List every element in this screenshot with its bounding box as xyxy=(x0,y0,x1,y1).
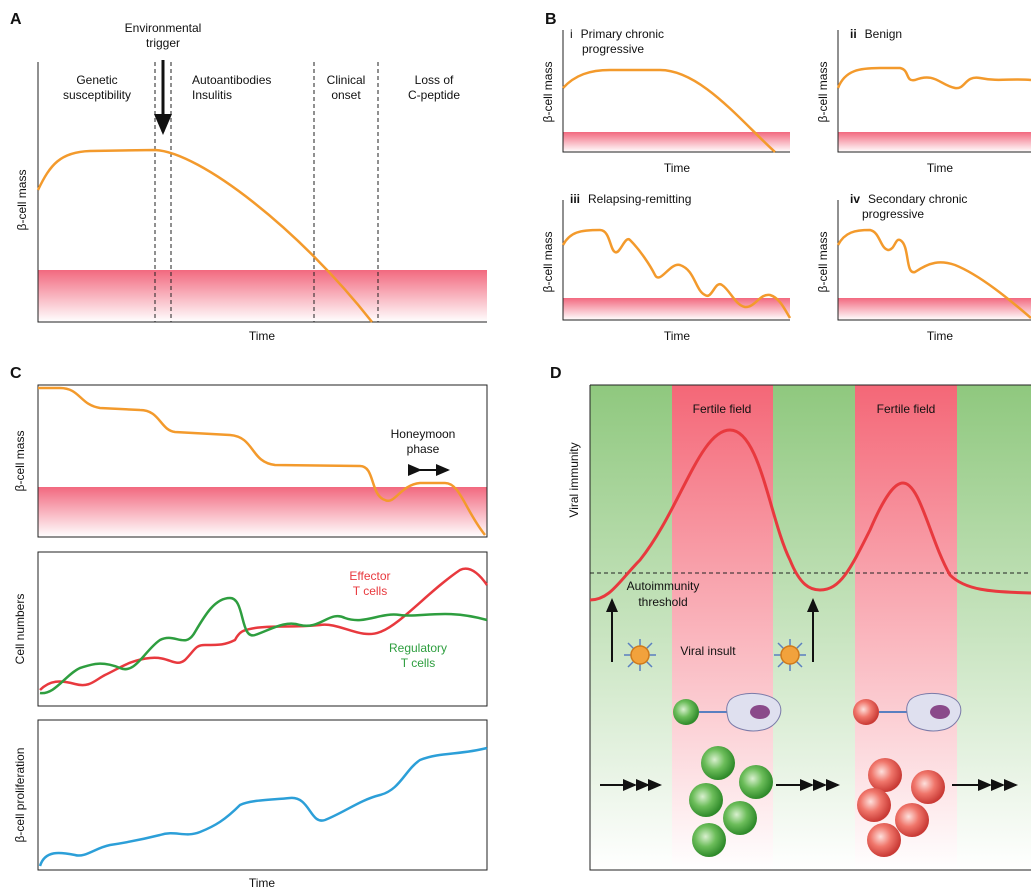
text-line: iii xyxy=(570,192,580,206)
text-line: Autoantibodies xyxy=(192,73,271,87)
y-axis-label: β-cell mass xyxy=(816,232,830,293)
x-axis-label: Time xyxy=(927,161,954,175)
subpanel-title: ii Benign xyxy=(850,27,902,41)
text-line: Insulitis xyxy=(192,88,232,102)
y-axis-label: β-cell mass xyxy=(15,170,29,231)
x-axis-label: Time xyxy=(249,329,276,343)
text-line: T cells xyxy=(353,584,387,598)
beta-cell-curve xyxy=(838,68,1031,88)
text-line: onset xyxy=(331,88,361,102)
threshold-band xyxy=(838,132,1031,152)
y-axis-label: β-cell mass xyxy=(541,232,555,293)
text-line: susceptibility xyxy=(63,88,131,102)
threshold-band xyxy=(38,270,487,322)
text-line: progressive xyxy=(862,207,924,221)
text-line: Environmental xyxy=(125,21,202,35)
panel-d: D Fertile field Fertile field Autoimmuni… xyxy=(550,365,1031,870)
figure: A Environmentaltrigger Geneticsusceptibi… xyxy=(0,0,1031,892)
insult-label: Viral insult xyxy=(680,644,736,658)
y-axis-label: β-cell mass xyxy=(816,62,830,123)
text-line: Loss of xyxy=(415,73,454,87)
text-line: i xyxy=(570,27,573,41)
series-label: EffectorT cells xyxy=(349,569,390,598)
y-axis-label: β-cell proliferation xyxy=(13,748,27,843)
text-line: Honeymoon xyxy=(391,427,456,441)
text-line: Regulatory xyxy=(389,641,447,655)
x-axis-label: Time xyxy=(249,876,276,890)
proliferation-curve xyxy=(40,748,487,866)
text-line: C-peptide xyxy=(408,88,460,102)
text-line: Clinical xyxy=(327,73,366,87)
text-line: Relapsing-remitting xyxy=(588,192,691,206)
y-axis-label: β-cell mass xyxy=(541,62,555,123)
virus xyxy=(774,639,806,671)
text-line: Benign xyxy=(865,27,902,41)
subpanel-title: iii Relapsing-remitting xyxy=(570,192,691,206)
x-axis-label: Time xyxy=(927,329,954,343)
subpanel: iii Relapsing-remitting Time β-cell mass xyxy=(541,192,790,343)
text-line: threshold xyxy=(638,595,687,609)
text-line: Effector xyxy=(349,569,390,583)
subpanel: ii Benign Time β-cell mass xyxy=(816,27,1031,175)
text-line: T cells xyxy=(401,656,435,670)
text-line: phase xyxy=(407,442,440,456)
effector-curve xyxy=(40,569,487,690)
panel-letter: D xyxy=(550,365,562,382)
background xyxy=(590,385,1031,870)
field-label: Fertile field xyxy=(877,402,936,416)
panel-letter: B xyxy=(545,11,557,28)
text-line: Primary chronic xyxy=(581,27,664,41)
text-line: iv xyxy=(850,192,860,206)
x-axis-label: Time xyxy=(664,329,691,343)
text-line: ii xyxy=(850,27,857,41)
threshold-band xyxy=(838,298,1031,320)
text-line: Secondary chronic xyxy=(868,192,967,206)
text-line: Genetic xyxy=(76,73,117,87)
threshold-band xyxy=(38,487,487,537)
y-axis-label: Viral immunity xyxy=(567,442,581,517)
virus xyxy=(624,639,656,671)
plot-frame xyxy=(38,552,487,706)
x-axis-label: Time xyxy=(664,161,691,175)
y-axis-label: Cell numbers xyxy=(13,594,27,665)
field-label: Fertile field xyxy=(693,402,752,416)
panel-letter: A xyxy=(10,11,22,28)
text-line: Autoimmunity xyxy=(627,579,700,593)
text-line: trigger xyxy=(146,36,180,50)
panel-letter: C xyxy=(10,365,22,382)
y-axis-label: β-cell mass xyxy=(13,431,27,492)
text-line: progressive xyxy=(582,42,644,56)
